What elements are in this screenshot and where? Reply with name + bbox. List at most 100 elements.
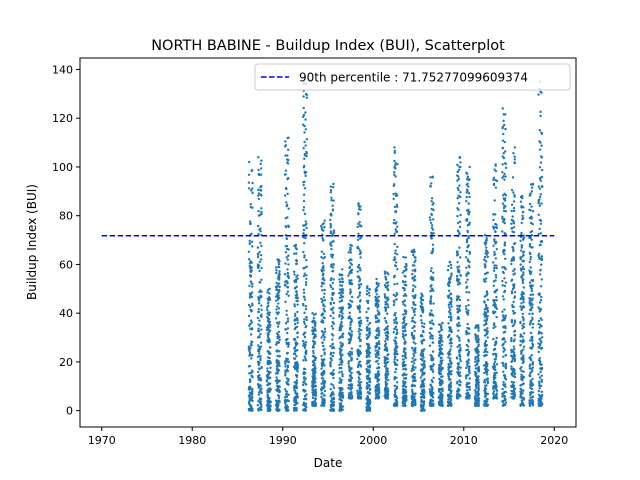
data-point (276, 378, 279, 382)
data-point (302, 206, 306, 209)
data-point (521, 392, 524, 395)
data-point (485, 238, 488, 242)
data-point (350, 391, 353, 394)
data-point (483, 263, 487, 266)
data-point (321, 289, 324, 292)
data-point (457, 202, 461, 205)
data-point (513, 295, 517, 298)
data-point (511, 246, 515, 249)
data-point (393, 164, 397, 167)
data-point (350, 317, 353, 321)
data-point (392, 221, 395, 225)
data-point (396, 381, 399, 384)
data-point (522, 236, 526, 239)
data-point (248, 262, 252, 265)
data-point (522, 259, 525, 263)
data-point (384, 383, 388, 386)
data-point (477, 401, 480, 405)
data-point (304, 92, 308, 96)
data-point (458, 357, 462, 361)
data-point (321, 330, 324, 333)
data-point (531, 293, 535, 296)
data-point (438, 340, 441, 343)
data-point (259, 332, 262, 336)
data-point (267, 389, 271, 392)
data-point (511, 303, 514, 307)
data-point (339, 350, 342, 354)
data-point (410, 360, 414, 363)
data-point (341, 335, 344, 339)
data-point (303, 379, 306, 383)
data-point (495, 392, 498, 395)
data-point (283, 400, 287, 403)
data-point (539, 395, 543, 398)
data-point (292, 270, 296, 273)
data-point (393, 348, 396, 352)
data-point (349, 367, 353, 371)
data-point (537, 350, 540, 354)
data-point (430, 212, 433, 216)
data-point (357, 283, 361, 286)
data-point (522, 292, 525, 296)
data-point (477, 329, 480, 332)
data-point (419, 376, 423, 379)
data-point (504, 362, 508, 365)
data-point (296, 396, 299, 399)
data-point (359, 386, 362, 389)
data-point (511, 215, 514, 218)
data-point (458, 348, 462, 352)
data-point (456, 221, 460, 225)
data-point (248, 242, 252, 246)
data-point (394, 295, 397, 298)
data-point (383, 359, 387, 362)
data-point (522, 340, 525, 343)
data-point (411, 290, 415, 293)
data-point (330, 265, 333, 268)
data-point (284, 406, 287, 410)
data-point (440, 343, 444, 347)
data-point (249, 189, 253, 192)
data-point (522, 306, 526, 309)
data-point (423, 396, 426, 399)
data-point (467, 291, 471, 294)
y-tick-label: 100 (52, 161, 73, 174)
data-point (257, 323, 260, 326)
data-point (267, 333, 270, 336)
data-point (259, 341, 263, 344)
data-point (414, 342, 417, 345)
data-point (286, 247, 289, 251)
data-point (247, 365, 251, 368)
data-point (512, 300, 515, 304)
data-point (403, 342, 406, 345)
data-point (267, 400, 271, 403)
data-point (368, 380, 372, 384)
data-point (286, 258, 289, 261)
data-point (275, 365, 279, 368)
data-point (494, 343, 497, 346)
data-point (386, 281, 390, 284)
data-point (458, 305, 461, 309)
data-point (296, 362, 299, 366)
data-point (438, 390, 441, 393)
data-point (538, 140, 541, 143)
data-point (456, 277, 459, 280)
data-point (340, 392, 344, 396)
data-point (329, 405, 333, 409)
data-point (305, 315, 308, 319)
data-point (432, 363, 435, 366)
data-point (303, 254, 306, 257)
data-point (419, 305, 422, 308)
data-point (501, 107, 505, 110)
data-point (423, 322, 426, 325)
data-point (458, 195, 462, 199)
data-point (267, 288, 270, 292)
data-point (331, 204, 334, 207)
data-point (405, 284, 408, 287)
data-point (520, 373, 523, 376)
data-point (539, 370, 542, 374)
data-point (503, 397, 507, 401)
data-point (296, 299, 299, 303)
data-point (504, 197, 507, 200)
data-point (302, 333, 305, 336)
data-point (456, 323, 459, 326)
